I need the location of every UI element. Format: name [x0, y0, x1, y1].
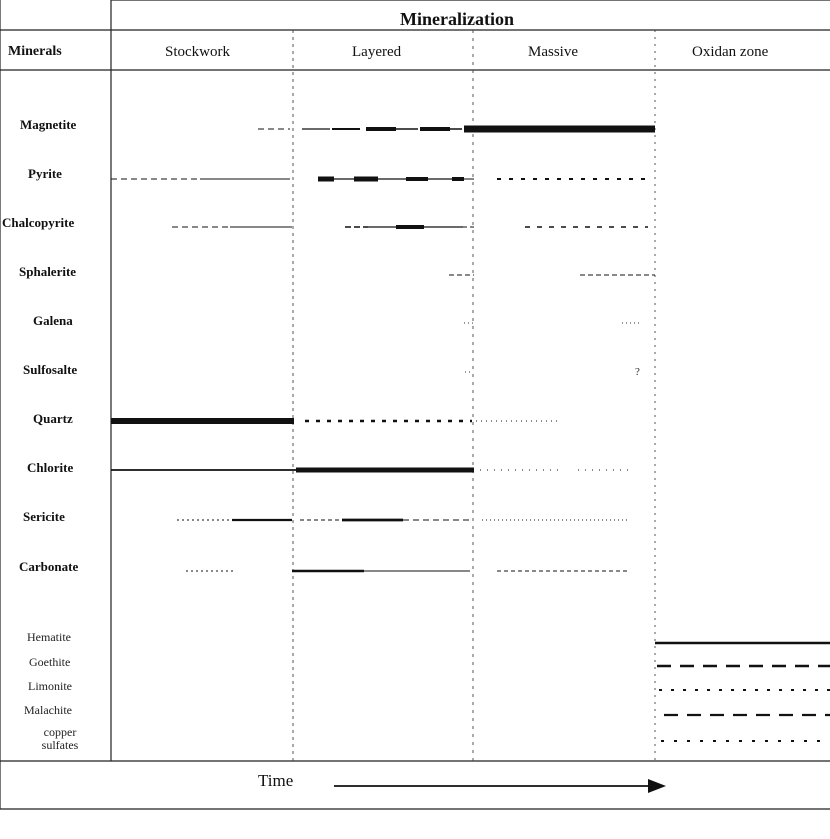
mineral-label-chlorite: Chlorite: [27, 460, 74, 475]
column-layered: Layered: [352, 44, 402, 60]
mineral-label-sulfosalte: Sulfosalte: [23, 362, 78, 377]
column-oxidan-zone: Oxidan zone: [692, 44, 769, 60]
column-dividers: [292, 30, 656, 761]
mineral-label-quartz: Quartz: [33, 411, 73, 426]
mineral-label-limonite: Limonite: [28, 679, 72, 693]
column-massive: Massive: [528, 44, 578, 60]
mineral-label-sphalerite: Sphalerite: [19, 264, 77, 279]
minerals-column-header: Minerals: [8, 44, 62, 59]
mineral-label-goethite: Goethite: [29, 655, 71, 669]
mineral-label-malachite: Malachite: [24, 703, 72, 717]
mineral-label-copper-sulfates: copper sulfates: [41, 725, 79, 752]
mineral-label-galena: Galena: [33, 313, 73, 328]
column-stockwork: Stockwork: [165, 44, 230, 60]
time-arrow: [334, 779, 666, 793]
sulfosalte-question-mark: ?: [635, 366, 640, 378]
mineral-label-hematite: Hematite: [27, 630, 71, 644]
mineral-label-pyrite: Pyrite: [28, 166, 62, 181]
mineral-label-chalcopyrite: Chalcopyrite: [2, 215, 75, 230]
time-label: Time: [258, 771, 294, 790]
mineralization-header: Mineralization: [400, 9, 514, 29]
mineral-label-sericite: Sericite: [23, 509, 65, 524]
mineral-label-carbonate: Carbonate: [19, 559, 79, 574]
table-frame: [0, 0, 830, 810]
mineral-label-magnetite: Magnetite: [20, 117, 77, 132]
